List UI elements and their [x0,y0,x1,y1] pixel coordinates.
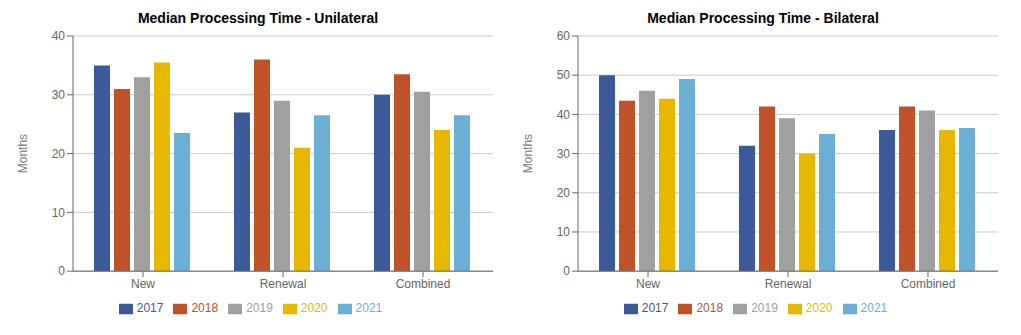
svg-text:10: 10 [52,206,66,220]
svg-text:Months: Months [16,134,30,173]
svg-text:30: 30 [557,147,571,161]
svg-text:50: 50 [557,68,571,82]
svg-text:0: 0 [563,264,570,278]
html-text:2017: 2017 [136,301,164,316]
html-text:2018: 2018 [696,301,724,316]
html-text:2021: 2021 [355,301,383,316]
svg-text:Combined: Combined [396,277,451,291]
svg-text:New: New [131,277,155,291]
html-text:2021: 2021 [860,301,888,316]
html-text:2020: 2020 [805,301,833,316]
html-text:2019: 2019 [751,301,778,316]
svg-text:0: 0 [58,264,65,278]
html-text:2020: 2020 [300,301,328,316]
svg-text:Combined: Combined [901,277,956,291]
svg-text:40: 40 [52,29,66,43]
svg-text:30: 30 [52,88,66,102]
svg-text:New: New [636,277,660,291]
svg-text:20: 20 [557,186,571,200]
html-text:2019: 2019 [246,301,273,316]
svg-text:60: 60 [557,29,571,43]
svg-text:10: 10 [557,225,571,239]
html-text:Median Processing Time - Bilat: Median Processing Time - Bilateral [647,10,879,26]
html-text:Median Processing Time - Unila: Median Processing Time - Unilateral [137,10,379,26]
svg-text:20: 20 [52,147,66,161]
svg-text:40: 40 [557,108,571,122]
svg-text:Renewal: Renewal [260,277,307,291]
svg-text:Renewal: Renewal [765,277,812,291]
html-text:2017: 2017 [641,301,669,316]
svg-text:Months: Months [521,134,535,173]
html-text:2018: 2018 [191,301,219,316]
